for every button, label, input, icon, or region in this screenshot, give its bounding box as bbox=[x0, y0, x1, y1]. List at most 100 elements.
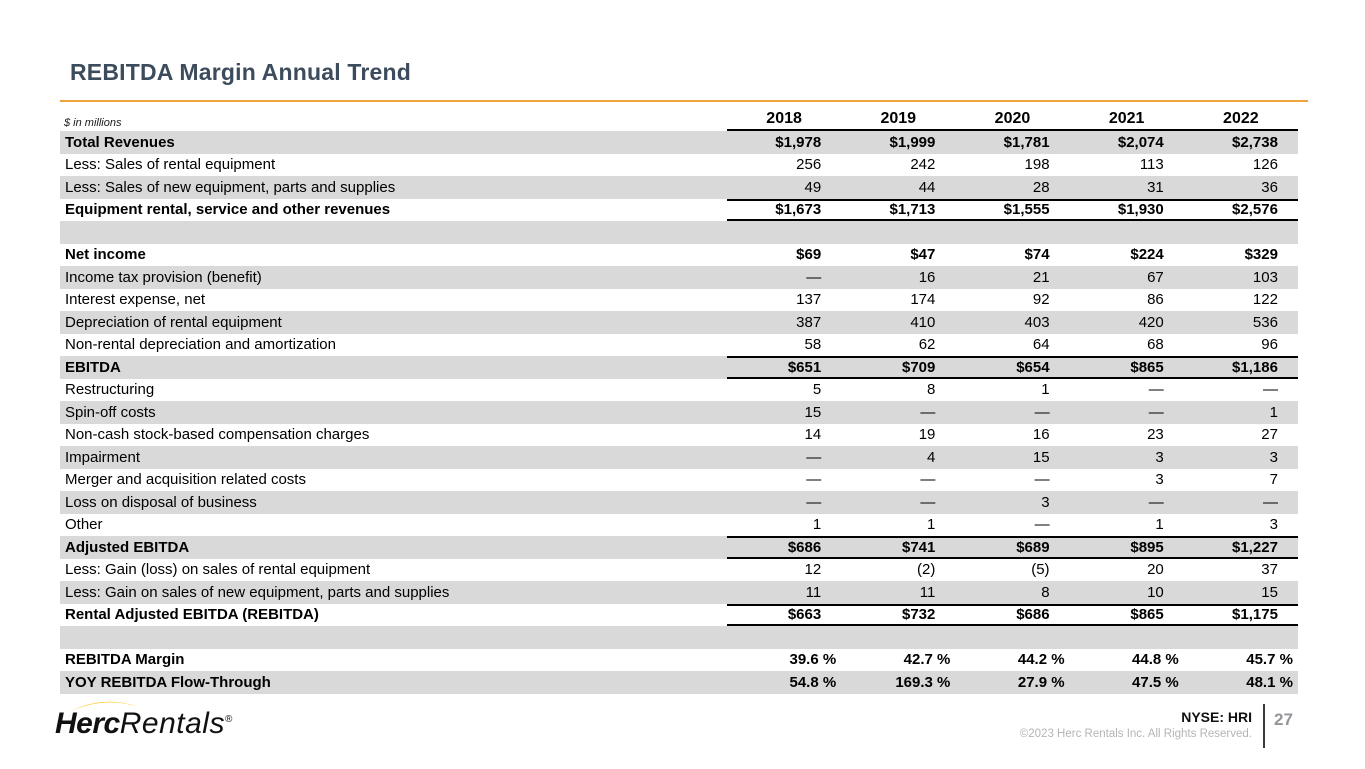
table-row: Spin-off costs 15 — — — 1 bbox=[60, 401, 1298, 424]
value-cell: 68 bbox=[1147, 336, 1164, 354]
value-cell: 27.9 % bbox=[1017, 673, 1065, 691]
table-row: Adjusted EBITDA $686 $741 $689 $895 $1,227 bbox=[60, 536, 1298, 559]
value-cell: $224 bbox=[1130, 246, 1164, 264]
value-cell: — bbox=[1262, 381, 1278, 399]
value-cell: — bbox=[920, 471, 936, 489]
year-header: 2022 bbox=[1223, 110, 1259, 127]
table-row: Loss on disposal of business — — 3 — — bbox=[60, 491, 1298, 514]
value-cell: — bbox=[1148, 381, 1164, 399]
value-cell: 96 bbox=[1261, 336, 1278, 354]
value-cell bbox=[1070, 221, 1184, 244]
value-cell: 3 bbox=[1155, 471, 1164, 489]
value-cell: 256 bbox=[796, 156, 822, 174]
value-cell: $865 bbox=[1130, 606, 1164, 624]
value-cell: $1,186 bbox=[1232, 358, 1278, 376]
row-values: 58 62 64 68 96 bbox=[727, 334, 1298, 357]
row-values: $651 $709 $654 $865 $1,186 bbox=[727, 356, 1298, 379]
table-row: Merger and acquisition related costs — — — 3… bbox=[60, 469, 1298, 492]
table-row: Income tax provision (benefit) — 16 21 67 103 bbox=[60, 266, 1298, 289]
value-cell bbox=[841, 221, 955, 244]
registered-mark: ® bbox=[224, 714, 233, 725]
unit-note: $ in millions bbox=[64, 117, 122, 129]
value-cell: $651 bbox=[787, 358, 822, 376]
value-cell: $1,555 bbox=[1003, 201, 1050, 219]
value-cell: — bbox=[806, 471, 822, 489]
row-label: Less: Gain (loss) on sales of rental equ… bbox=[65, 561, 371, 579]
value-cell: $686 bbox=[787, 538, 822, 556]
value-cell: — bbox=[920, 403, 936, 421]
value-cell: 7 bbox=[1269, 471, 1278, 489]
value-cell: $69 bbox=[796, 246, 822, 264]
value-cell: 122 bbox=[1252, 291, 1278, 309]
value-cell: $654 bbox=[1016, 358, 1050, 376]
value-cell: 15 bbox=[1261, 583, 1278, 601]
value-cell: 42.7 % bbox=[903, 651, 951, 669]
value-cell: — bbox=[1148, 403, 1164, 421]
row-values bbox=[727, 626, 1298, 649]
logo-herc-text: Herc bbox=[55, 707, 120, 740]
value-cell: 1 bbox=[1269, 403, 1278, 421]
row-values: $1,673 $1,713 $1,555 $1,930 $2,576 bbox=[727, 198, 1298, 221]
table-row: Equipment rental, service and other reve… bbox=[60, 198, 1298, 221]
row-values: 14 19 16 23 27 bbox=[727, 424, 1298, 447]
value-cell: 3 bbox=[1269, 448, 1278, 466]
row-values: $663 $732 $686 $865 $1,175 bbox=[727, 603, 1298, 626]
row-values: 11 11 8 10 15 bbox=[727, 581, 1298, 604]
table-body: Total Revenues $1,978 $1,999 $1,781 $2,074 $2… bbox=[60, 131, 1298, 694]
value-cell: (2) bbox=[917, 561, 936, 579]
value-cell: 8 bbox=[927, 381, 936, 399]
value-cell: — bbox=[806, 268, 822, 286]
value-cell: $329 bbox=[1244, 246, 1278, 264]
value-cell: $1,713 bbox=[889, 201, 936, 219]
value-cell: $741 bbox=[902, 538, 936, 556]
value-cell: 242 bbox=[910, 156, 936, 174]
value-cell bbox=[1184, 221, 1298, 244]
footer-divider bbox=[1263, 704, 1265, 748]
table-row: EBITDA $651 $709 $654 $865 $1,186 bbox=[60, 356, 1298, 379]
value-cell: 28 bbox=[1032, 178, 1050, 196]
value-cell: 44.2 % bbox=[1017, 651, 1065, 669]
row-values: 49 44 28 31 36 bbox=[727, 176, 1298, 199]
value-cell: 23 bbox=[1147, 426, 1164, 444]
value-cell: $1,781 bbox=[1003, 133, 1050, 151]
value-cell: — bbox=[1262, 493, 1278, 511]
value-cell bbox=[841, 626, 955, 649]
value-cell: 103 bbox=[1252, 268, 1278, 286]
value-cell bbox=[955, 626, 1069, 649]
value-cell bbox=[727, 221, 841, 244]
value-cell: $865 bbox=[1130, 358, 1164, 376]
value-cell: 54.8 % bbox=[789, 673, 837, 691]
value-cell: $74 bbox=[1024, 246, 1050, 264]
row-values: — — — 3 7 bbox=[727, 469, 1298, 492]
value-cell: 113 bbox=[1139, 156, 1164, 174]
table-row: Non-rental depreciation and amortization… bbox=[60, 334, 1298, 357]
value-cell: 5 bbox=[812, 381, 822, 399]
table-header-label-area: $ in millions bbox=[60, 107, 727, 131]
spacer-row bbox=[60, 221, 1298, 244]
row-values: 137 174 92 86 122 bbox=[727, 289, 1298, 312]
table-header-row: $ in millions 2018 2019 2020 2021 2022 bbox=[60, 107, 1298, 131]
value-cell: $1,978 bbox=[775, 133, 822, 151]
row-label: Less: Sales of new equipment, parts and … bbox=[65, 178, 396, 196]
title-accent-rule bbox=[60, 100, 1308, 102]
row-label: Impairment bbox=[65, 448, 141, 466]
value-cell: 86 bbox=[1147, 291, 1164, 309]
table-row: Net income $69 $47 $74 $224 $329 bbox=[60, 244, 1298, 267]
table-row: Rental Adjusted EBITDA (REBITDA) $663 $732… bbox=[60, 603, 1298, 626]
year-header: 2020 bbox=[994, 110, 1031, 127]
value-cell: $732 bbox=[902, 606, 936, 624]
table-row: YOY REBITDA Flow-Through 54.8 % 169.3 % 27.… bbox=[60, 671, 1298, 694]
row-values: 5 8 1 — — bbox=[727, 379, 1298, 402]
value-cell: 39.6 % bbox=[789, 651, 837, 669]
value-cell: 47.5 % bbox=[1132, 673, 1179, 691]
value-cell bbox=[1184, 626, 1298, 649]
value-cell: — bbox=[806, 448, 822, 466]
value-cell: 44 bbox=[918, 178, 936, 196]
value-cell: 3 bbox=[1269, 516, 1278, 534]
value-cell: $1,999 bbox=[889, 133, 936, 151]
table-row: Other 1 1 — 1 3 bbox=[60, 514, 1298, 537]
row-label: Less: Sales of rental equipment bbox=[65, 156, 276, 174]
row-label: Depreciation of rental equipment bbox=[65, 313, 282, 331]
value-cell: 1 bbox=[927, 516, 936, 534]
value-cell: 16 bbox=[918, 268, 936, 286]
